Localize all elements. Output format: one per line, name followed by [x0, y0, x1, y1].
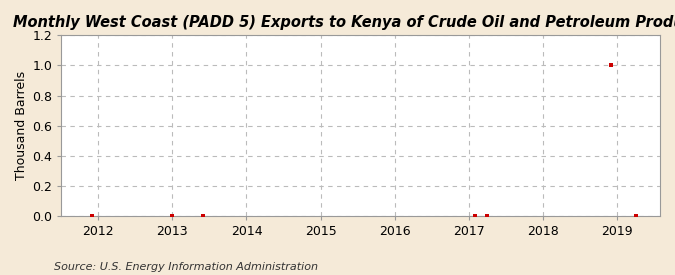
Point: [630, 214, 641, 218]
Text: Source: U.S. Energy Information Administration: Source: U.S. Energy Information Administ…: [54, 262, 318, 272]
Point: [470, 214, 481, 218]
Title: Monthly West Coast (PADD 5) Exports to Kenya of Crude Oil and Petroleum Products: Monthly West Coast (PADD 5) Exports to K…: [13, 15, 675, 30]
Point: [605, 63, 616, 68]
Y-axis label: Thousand Barrels: Thousand Barrels: [15, 71, 28, 180]
Point: [198, 214, 209, 218]
Point: [482, 214, 493, 218]
Point: [167, 214, 178, 218]
Point: [86, 214, 97, 218]
